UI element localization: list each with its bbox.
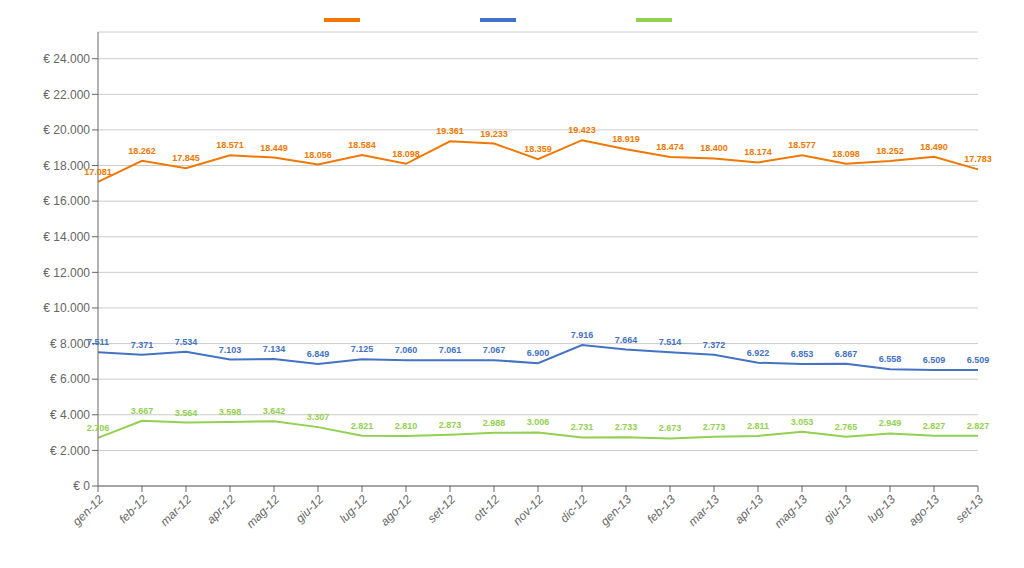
svg-text:2.873: 2.873	[439, 420, 462, 430]
svg-text:gen-13: gen-13	[598, 492, 635, 529]
svg-text:giu-13: giu-13	[821, 492, 855, 526]
svg-text:7.514: 7.514	[659, 337, 682, 347]
svg-text:set-12: set-12	[425, 492, 459, 526]
svg-text:2.733: 2.733	[615, 422, 638, 432]
svg-text:6.922: 6.922	[747, 348, 770, 358]
svg-text:18.359: 18.359	[524, 144, 552, 154]
svg-text:6.900: 6.900	[527, 348, 550, 358]
svg-text:set-13: set-13	[953, 492, 987, 526]
svg-text:2.949: 2.949	[879, 418, 902, 428]
svg-text:18.174: 18.174	[744, 147, 772, 157]
svg-text:17.845: 17.845	[172, 153, 200, 163]
svg-text:7.664: 7.664	[615, 335, 638, 345]
svg-text:3.006: 3.006	[527, 417, 550, 427]
svg-text:6.867: 6.867	[835, 349, 858, 359]
svg-text:6.509: 6.509	[923, 355, 946, 365]
svg-text:feb-13: feb-13	[644, 492, 678, 526]
svg-text:€ 2.000: € 2.000	[50, 444, 90, 458]
svg-text:7.134: 7.134	[263, 344, 286, 354]
svg-text:6.509: 6.509	[967, 355, 990, 365]
svg-text:nov-12: nov-12	[510, 492, 546, 528]
svg-text:17.081: 17.081	[84, 167, 112, 177]
svg-text:7.125: 7.125	[351, 344, 374, 354]
svg-text:3.307: 3.307	[307, 412, 330, 422]
svg-text:18.474: 18.474	[656, 142, 684, 152]
svg-text:6.849: 6.849	[307, 349, 330, 359]
svg-text:ago-12: ago-12	[378, 492, 415, 529]
svg-text:mar-12: mar-12	[158, 492, 195, 529]
svg-text:gen-12: gen-12	[70, 492, 107, 529]
svg-text:2.765: 2.765	[835, 422, 858, 432]
svg-text:€ 8.000: € 8.000	[50, 337, 90, 351]
svg-text:2.827: 2.827	[923, 421, 946, 431]
svg-text:€ 10.000: € 10.000	[43, 301, 90, 315]
svg-text:3.598: 3.598	[219, 407, 242, 417]
svg-text:18.449: 18.449	[260, 143, 288, 153]
svg-text:3.642: 3.642	[263, 406, 286, 416]
svg-text:mar-13: mar-13	[686, 492, 723, 529]
svg-text:18.056: 18.056	[304, 150, 332, 160]
svg-text:€ 16.000: € 16.000	[43, 194, 90, 208]
svg-text:feb-12: feb-12	[116, 492, 150, 526]
svg-text:6.558: 6.558	[879, 354, 902, 364]
svg-text:€ 12.000: € 12.000	[43, 266, 90, 280]
svg-text:2.821: 2.821	[351, 421, 374, 431]
svg-text:€ 20.000: € 20.000	[43, 123, 90, 137]
svg-text:2.773: 2.773	[703, 422, 726, 432]
svg-text:apr-12: apr-12	[204, 492, 239, 527]
svg-text:giu-12: giu-12	[293, 492, 327, 526]
svg-text:apr-13: apr-13	[732, 492, 767, 527]
svg-text:€ 0: € 0	[73, 479, 90, 493]
svg-text:7.371: 7.371	[131, 340, 154, 350]
svg-text:€ 24.000: € 24.000	[43, 52, 90, 66]
svg-text:7.060: 7.060	[395, 345, 418, 355]
svg-text:€ 18.000: € 18.000	[43, 158, 90, 173]
svg-text:19.361: 19.361	[436, 126, 464, 136]
svg-text:19.423: 19.423	[568, 125, 596, 135]
svg-text:€ 6.000: € 6.000	[50, 372, 90, 386]
svg-text:18.919: 18.919	[612, 134, 640, 144]
svg-text:7.061: 7.061	[439, 345, 462, 355]
svg-text:3.564: 3.564	[175, 408, 198, 418]
svg-text:6.853: 6.853	[791, 349, 814, 359]
svg-text:18.584: 18.584	[348, 140, 376, 150]
svg-text:18.262: 18.262	[128, 146, 156, 156]
svg-text:2.811: 2.811	[747, 421, 769, 431]
svg-text:dic-12: dic-12	[557, 492, 590, 525]
svg-text:lug-13: lug-13	[865, 492, 899, 526]
svg-text:7.511: 7.511	[87, 337, 109, 347]
svg-text:2.810: 2.810	[395, 421, 418, 431]
svg-text:18.577: 18.577	[788, 140, 816, 150]
svg-text:2.731: 2.731	[571, 422, 594, 432]
svg-text:7.103: 7.103	[219, 345, 242, 355]
svg-text:2.827: 2.827	[967, 421, 990, 431]
svg-text:18.571: 18.571	[216, 140, 244, 150]
svg-text:18.098: 18.098	[392, 149, 420, 159]
svg-text:19.233: 19.233	[480, 129, 508, 139]
svg-text:2.988: 2.988	[483, 418, 506, 428]
svg-text:€ 14.000: € 14.000	[43, 230, 90, 244]
svg-text:mag-12: mag-12	[243, 492, 282, 531]
svg-text:3.053: 3.053	[791, 417, 814, 427]
svg-text:17.783: 17.783	[964, 154, 992, 164]
svg-text:18.400: 18.400	[700, 143, 728, 153]
svg-text:7.916: 7.916	[571, 330, 594, 340]
svg-text:7.372: 7.372	[703, 340, 726, 350]
svg-text:mag-13: mag-13	[771, 492, 810, 531]
svg-text:18.252: 18.252	[876, 146, 904, 156]
svg-text:2.706: 2.706	[87, 423, 110, 433]
svg-text:7.534: 7.534	[175, 337, 198, 347]
svg-text:€ 22.000: € 22.000	[43, 88, 90, 102]
svg-text:ago-13: ago-13	[906, 492, 943, 529]
svg-text:2.673: 2.673	[659, 423, 682, 433]
svg-text:lug-12: lug-12	[337, 492, 371, 526]
svg-text:7.067: 7.067	[483, 345, 506, 355]
svg-text:3.667: 3.667	[131, 406, 154, 416]
svg-text:18.490: 18.490	[920, 142, 948, 152]
svg-text:ott-12: ott-12	[471, 492, 503, 524]
svg-text:€ 4.000: € 4.000	[50, 408, 90, 422]
svg-text:18.098: 18.098	[832, 149, 860, 159]
